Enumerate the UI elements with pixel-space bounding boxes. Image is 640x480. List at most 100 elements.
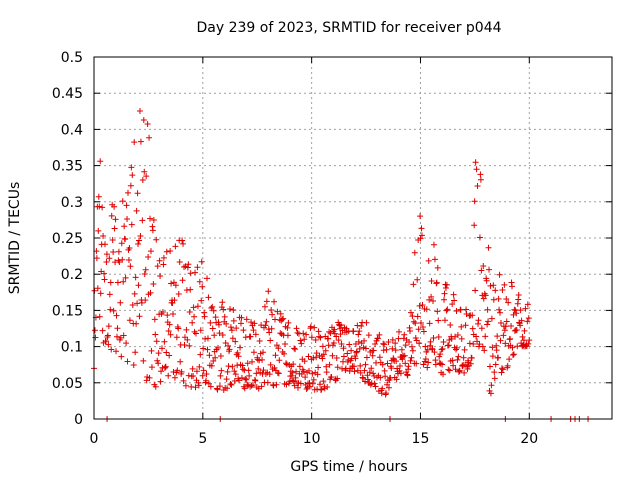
data-point	[357, 369, 364, 376]
data-point	[225, 342, 232, 349]
data-point	[380, 340, 387, 347]
data-point	[430, 241, 437, 248]
data-point	[297, 337, 304, 344]
data-point	[140, 117, 147, 124]
data-point	[240, 327, 247, 334]
data-point	[259, 356, 266, 363]
data-point	[395, 335, 402, 342]
data-point	[101, 276, 108, 283]
data-point	[225, 363, 232, 370]
data-point	[433, 279, 440, 286]
data-point	[155, 350, 162, 357]
data-point	[281, 350, 288, 357]
data-point	[329, 352, 336, 359]
data-point	[315, 364, 322, 371]
data-point	[383, 390, 390, 397]
data-point	[358, 322, 365, 329]
data-point	[190, 372, 197, 379]
data-point	[422, 343, 429, 350]
data-point	[178, 368, 185, 375]
data-point	[308, 334, 315, 341]
data-point	[466, 340, 473, 347]
data-point	[338, 340, 345, 347]
data-point	[392, 347, 399, 354]
data-point	[424, 364, 431, 371]
data-point	[220, 306, 227, 313]
data-point	[410, 318, 417, 325]
data-point	[195, 382, 202, 389]
data-point	[120, 332, 127, 339]
data-point	[302, 374, 309, 381]
data-point	[124, 358, 131, 365]
data-point	[258, 383, 265, 390]
data-point	[522, 305, 529, 312]
data-point	[143, 173, 150, 180]
data-point	[147, 289, 154, 296]
data-point	[420, 361, 427, 368]
data-point	[217, 353, 224, 360]
data-point	[149, 227, 156, 234]
x-tick-label: 0	[90, 431, 99, 447]
data-point	[409, 313, 416, 320]
data-point	[366, 369, 373, 376]
data-point	[490, 282, 497, 289]
data-point	[382, 373, 389, 380]
data-point	[172, 243, 179, 250]
data-point	[480, 262, 487, 269]
data-point	[191, 328, 198, 335]
data-point	[250, 349, 257, 356]
data-point	[356, 328, 363, 335]
data-point	[428, 277, 435, 284]
data-point	[487, 282, 494, 289]
data-point	[135, 282, 142, 289]
data-point	[277, 310, 284, 317]
data-point	[107, 306, 114, 313]
data-point	[371, 380, 378, 387]
data-point	[235, 353, 242, 360]
data-point	[324, 383, 331, 390]
data-point	[209, 325, 216, 332]
chart-title: Day 239 of 2023, SRMTID for receiver p04…	[196, 20, 501, 36]
data-point	[166, 321, 173, 328]
data-point	[498, 320, 504, 327]
data-point	[383, 346, 390, 353]
data-point	[489, 353, 496, 360]
data-point	[475, 317, 482, 324]
data-point	[362, 361, 369, 368]
data-point	[524, 318, 531, 325]
data-point	[521, 327, 528, 334]
data-point	[215, 321, 222, 328]
data-point	[224, 385, 231, 392]
data-point	[134, 190, 141, 197]
data-point	[123, 340, 130, 347]
data-point	[418, 225, 425, 232]
data-point	[442, 285, 449, 292]
data-point	[262, 322, 269, 329]
data-point	[479, 343, 486, 350]
data-point	[198, 258, 205, 265]
data-point	[96, 313, 103, 320]
data-point	[380, 347, 387, 354]
data-point	[247, 333, 254, 340]
data-point	[106, 255, 113, 262]
y-tick-label: 0.45	[52, 86, 83, 102]
data-point	[311, 324, 318, 331]
data-point	[450, 362, 457, 369]
data-point	[306, 383, 313, 390]
data-point	[219, 299, 226, 306]
data-point	[97, 158, 104, 165]
data-point	[421, 358, 428, 365]
data-point	[227, 324, 234, 331]
data-point	[275, 370, 282, 377]
data-point	[207, 319, 214, 326]
data-point	[430, 334, 437, 341]
data-point	[482, 333, 489, 340]
data-point	[432, 361, 439, 368]
data-point	[139, 176, 146, 183]
data-point	[165, 327, 172, 334]
data-point	[435, 333, 442, 340]
data-point	[452, 366, 459, 373]
data-point	[174, 367, 181, 374]
data-point	[464, 365, 471, 372]
data-point	[469, 325, 476, 332]
